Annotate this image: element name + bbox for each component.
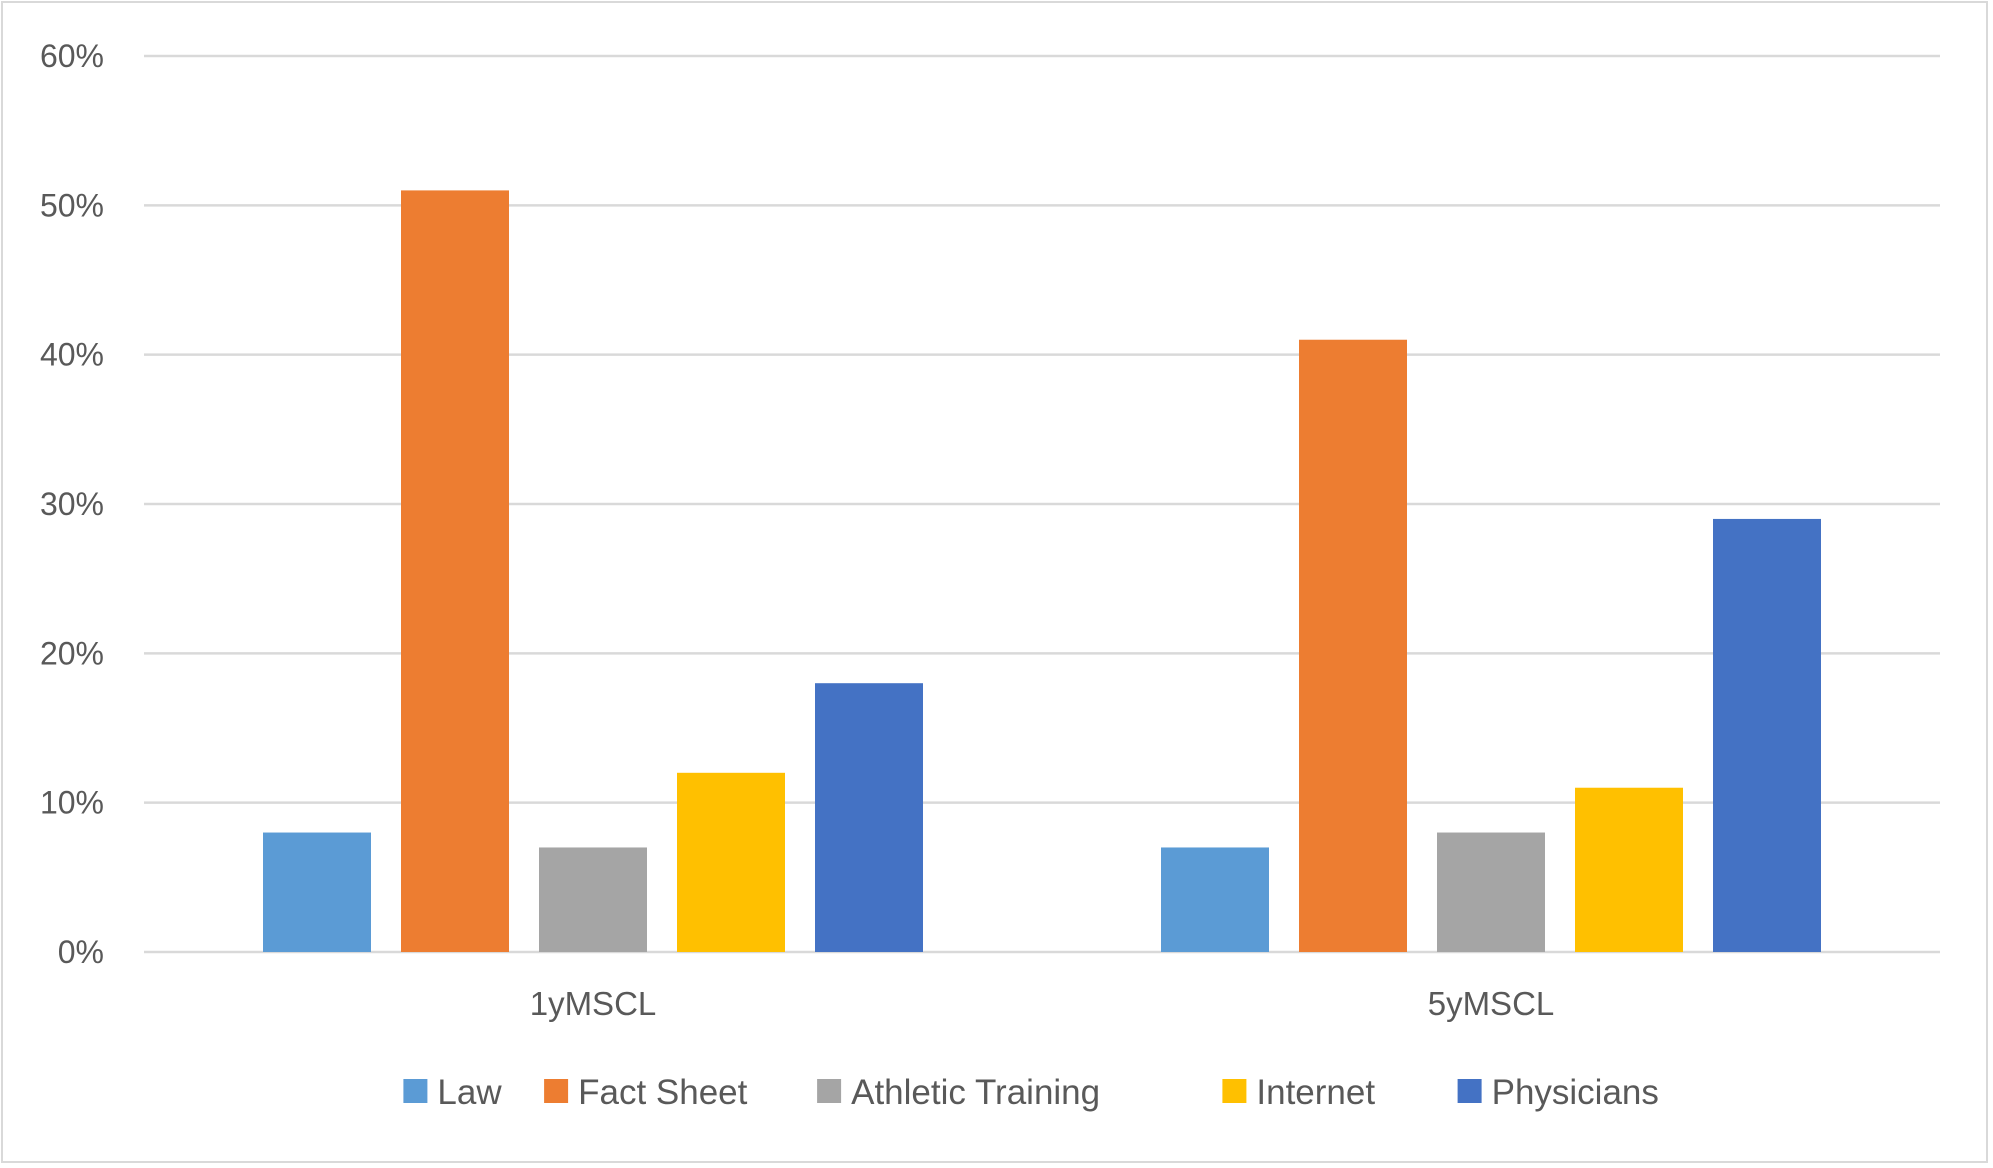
y-tick-label: 10% — [40, 785, 104, 821]
legend-swatch — [1222, 1079, 1247, 1103]
legend-label: Physicians — [1492, 1073, 1659, 1112]
legend-label: Fact Sheet — [578, 1073, 748, 1112]
legend: Law Fact Sheet Athletic Training Internet Ph… — [403, 1073, 1659, 1112]
bar-internet-1ymscl — [677, 772, 785, 952]
x-tick-label: 1yMSCL — [530, 985, 657, 1022]
y-axis: 0% 10% 20% 30% 40% 50% 60% — [40, 38, 104, 970]
bar-physicians-5ymscl — [1713, 518, 1821, 952]
legend-label: Law — [437, 1073, 502, 1112]
bar-law-5ymscl — [1161, 847, 1269, 952]
y-tick-label: 20% — [40, 635, 104, 671]
bar-physicians-1ymscl — [815, 683, 923, 952]
legend-swatch — [403, 1079, 428, 1103]
y-tick-label: 60% — [40, 38, 104, 74]
bar-athletic-training-5ymscl — [1437, 832, 1545, 952]
legend-swatch — [817, 1079, 842, 1103]
y-tick-label: 40% — [40, 337, 104, 373]
legend-swatch — [1457, 1079, 1482, 1103]
y-tick-label: 0% — [58, 934, 104, 970]
bars — [263, 190, 1821, 952]
legend-label: Athletic Training — [851, 1073, 1100, 1112]
x-axis: 1yMSCL 5yMSCL — [530, 985, 1555, 1022]
x-tick-label: 5yMSCL — [1428, 985, 1555, 1022]
bar-athletic-training-1ymscl — [539, 847, 647, 952]
bar-fact-sheet-1ymscl — [401, 190, 509, 952]
y-tick-label: 30% — [40, 486, 104, 522]
bar-fact-sheet-5ymscl — [1299, 339, 1407, 952]
bar-law-1ymscl — [263, 832, 371, 952]
legend-swatch — [544, 1079, 569, 1103]
y-tick-label: 50% — [40, 187, 104, 223]
legend-label: Internet — [1256, 1073, 1375, 1112]
bar-internet-5ymscl — [1575, 787, 1683, 952]
